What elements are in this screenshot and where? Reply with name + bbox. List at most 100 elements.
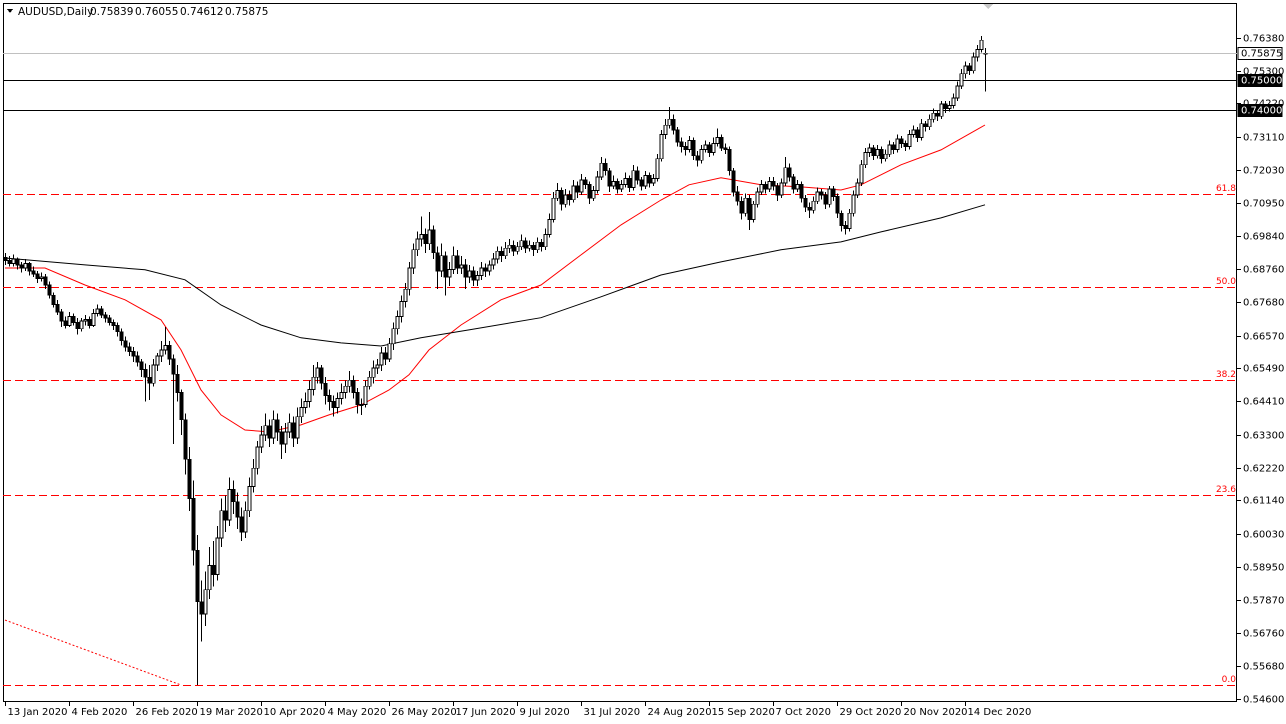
candle-body — [871, 147, 876, 157]
candle-body — [323, 382, 328, 396]
candle-body — [383, 352, 388, 360]
candle-body — [507, 244, 512, 249]
candle-body — [411, 249, 416, 269]
candle-body — [823, 194, 828, 205]
candle-body — [679, 141, 684, 147]
candle-body — [815, 191, 820, 202]
candle-body — [279, 431, 284, 445]
candle-body — [663, 124, 668, 135]
candle-body — [795, 184, 800, 190]
candle-body — [15, 258, 20, 266]
candle-body — [723, 147, 728, 150]
fib-label: 38.2 — [1216, 370, 1236, 380]
candle-body — [431, 229, 436, 254]
candle-body — [119, 331, 124, 342]
candle-body — [547, 219, 552, 235]
y-tick-label: 0.72030 — [1243, 166, 1284, 177]
candle-body — [491, 258, 496, 266]
x-tick-label: 29 Oct 2020 — [840, 707, 902, 718]
candle-body — [811, 200, 816, 211]
candle-body — [839, 212, 844, 226]
candle-body — [87, 319, 92, 327]
candle-body — [639, 179, 644, 187]
candle-body — [55, 303, 60, 313]
candle-body — [955, 85, 960, 99]
candle-body — [959, 73, 964, 87]
y-tick-label: 0.67680 — [1243, 298, 1284, 309]
candle-body — [83, 319, 88, 322]
candle-body — [123, 340, 128, 348]
y-tick-label: 0.62220 — [1243, 464, 1284, 475]
candle-body — [775, 185, 780, 196]
candle-body — [227, 489, 232, 521]
candle-body — [603, 162, 608, 172]
candle-body — [695, 155, 700, 161]
candle-body — [315, 367, 320, 378]
header-value: 0.75839 — [90, 6, 133, 18]
candle-body — [747, 197, 752, 220]
candle-body — [327, 395, 332, 402]
candle-body — [599, 162, 604, 178]
candle-body — [483, 267, 488, 272]
candle-body — [435, 252, 440, 272]
candle-body — [319, 367, 324, 384]
x-tick-label: 10 Apr 2020 — [264, 707, 326, 718]
header-value: 0.76055 — [135, 6, 178, 18]
candle-body — [415, 238, 420, 251]
y-tick-label: 0.56760 — [1243, 629, 1284, 640]
candle-body — [919, 123, 924, 138]
candle-body — [159, 349, 164, 357]
candle-body — [191, 498, 196, 551]
candle-body — [519, 240, 524, 248]
candle-body — [283, 431, 288, 445]
candle-body — [971, 56, 976, 72]
candle-body — [147, 376, 152, 384]
y-tick-label: 0.64410 — [1243, 397, 1284, 408]
y-tick-label: 0.66570 — [1243, 332, 1284, 343]
candle-body — [331, 401, 336, 408]
candle-body — [635, 170, 640, 181]
candle-body — [671, 118, 676, 131]
candle-body — [463, 264, 468, 278]
candle-body — [895, 138, 900, 150]
candle-body — [183, 419, 188, 460]
candle-body — [31, 270, 36, 275]
symbol: AUDUSD,Daily — [18, 6, 93, 18]
y-tick-label: 0.57870 — [1243, 596, 1284, 607]
candle-body — [43, 276, 48, 286]
candle-body — [307, 388, 312, 402]
candle-body — [631, 170, 636, 188]
candle-body — [627, 178, 632, 188]
candle-body — [535, 241, 540, 251]
candle-body — [207, 565, 212, 591]
candle-body — [267, 425, 272, 439]
plot-frame — [3, 3, 1237, 702]
candle-body — [703, 144, 708, 150]
candle-body — [295, 416, 300, 439]
x-tick-label: 26 May 2020 — [392, 707, 457, 718]
plot-area: 61.8 50.0 38.2 23.6 0.0 — [3, 35, 1237, 686]
candle-body — [807, 206, 812, 211]
candle-body — [63, 320, 68, 327]
candle-body — [219, 510, 224, 539]
fib-label: 61.8 — [1216, 184, 1236, 194]
candle-body — [831, 188, 836, 198]
x-tick-label: 13 Jan 2020 — [8, 707, 68, 718]
candle-body — [131, 351, 136, 357]
candle-body — [791, 176, 796, 190]
candle-body — [99, 308, 104, 316]
candle-body — [575, 185, 580, 193]
shift-marker — [983, 4, 993, 9]
candle-body — [11, 258, 16, 264]
candle-body — [615, 181, 620, 190]
candle-body — [299, 407, 304, 418]
candle-body — [127, 346, 132, 352]
candle-body — [531, 244, 536, 251]
candle-body — [199, 601, 204, 615]
fib-label: 50.0 — [1216, 277, 1236, 287]
candle-body — [691, 140, 696, 157]
price-label: 0.75875 — [1241, 49, 1282, 60]
candle-body — [471, 270, 476, 281]
candle-body — [211, 565, 216, 575]
